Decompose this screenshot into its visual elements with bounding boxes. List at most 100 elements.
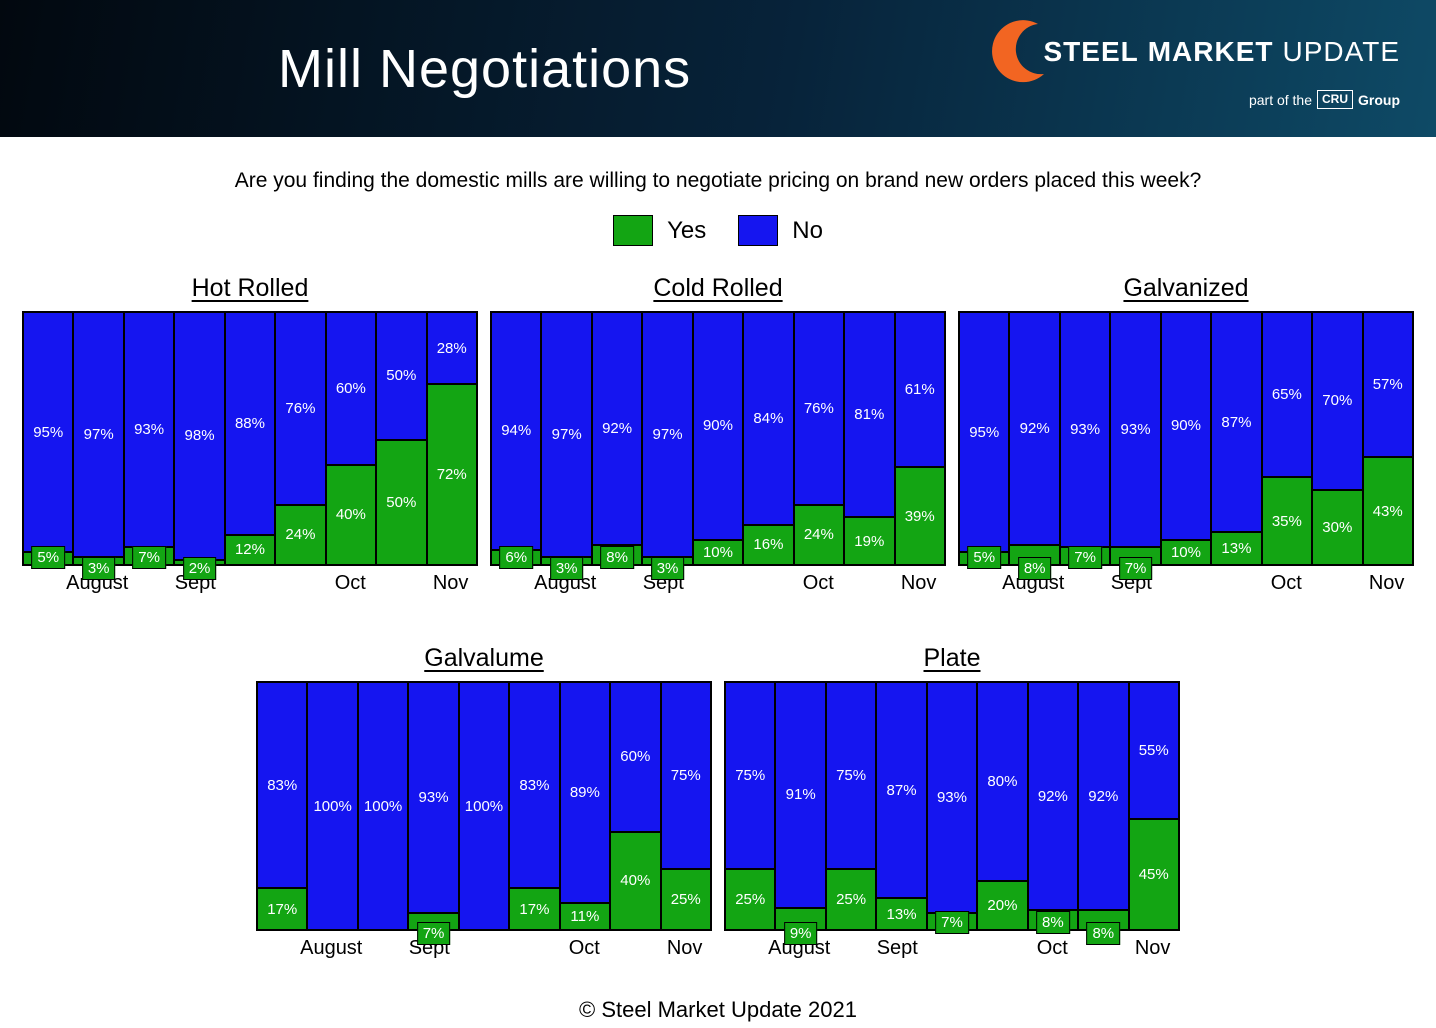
bar-week-3: 92% 8% [592, 313, 644, 569]
bar-week-9: 55% 45% [1129, 683, 1178, 929]
no-value-label: 100% [313, 797, 352, 815]
no-value-label: 92% [602, 419, 633, 437]
x-axis-label-sept: Sept [876, 937, 918, 959]
yes-segment: 72% [427, 383, 476, 564]
no-value-label: 75% [836, 766, 867, 784]
no-value-label: 91% [785, 786, 816, 804]
bar-week-5: 93% 7% [927, 683, 979, 934]
x-axis-label-oct: Oct [568, 937, 600, 959]
bar-week-1: 94% 6% [492, 313, 543, 569]
yes-value-label: 13% [886, 905, 917, 923]
bar-week-9: 75% 25% [661, 683, 710, 929]
chart-title: Galvalume [424, 644, 544, 672]
logo-update-text: UPDATE [1282, 36, 1400, 67]
no-segment: 93% [409, 683, 458, 912]
yes-value-label: 40% [335, 506, 366, 524]
yes-value-label: 25% [735, 890, 766, 908]
no-value-label: 100% [464, 797, 504, 815]
smu-crescent-icon [991, 20, 1044, 83]
yes-segment: 24% [794, 503, 844, 564]
no-value-label: 92% [1019, 419, 1050, 437]
x-axis-label-oct: Oct [1270, 572, 1302, 594]
yes-value-badge: 5% [31, 546, 66, 569]
x-axis-label-nov: Nov [900, 572, 937, 594]
yes-value-badge: 3% [81, 557, 116, 580]
no-segment: 80% [978, 683, 1027, 880]
yes-segment: 19% [845, 516, 894, 564]
no-value-label: 95% [33, 423, 64, 441]
no-segment: 92% [1079, 683, 1128, 910]
bar-week-6: 84% 16% [744, 313, 795, 564]
yes-value-label: 17% [267, 900, 298, 918]
plot-area: 95% 5% 97% 3% 93% 7% 98% 2% 88% 12% 76% 24% 60% 40% 50… [22, 311, 478, 580]
no-segment: 100% [308, 683, 357, 929]
no-segment: 60% [611, 683, 660, 831]
logo-steel-text: STEEL [1043, 36, 1139, 67]
legend-yes-label: Yes [667, 216, 707, 244]
smu-logo-wordmark: STEEL MARKET UPDATE [988, 16, 1401, 88]
no-value-label: 75% [735, 766, 766, 784]
x-axis-label-oct: Oct [1036, 937, 1068, 959]
yes-value-badge: 7% [1118, 557, 1153, 580]
no-segment: 93% [1111, 313, 1160, 547]
yes-value-badge: 7% [935, 911, 969, 934]
no-value-label: 61% [904, 381, 935, 399]
no-segment: 50% [377, 313, 426, 439]
no-segment: 87% [1212, 313, 1261, 532]
yes-value-label: 13% [1221, 540, 1252, 558]
no-segment: 57% [1363, 313, 1412, 457]
question-text: Are you finding the domestic mills are w… [234, 169, 1202, 192]
chart-galvalume: Galvalume 83% 17% 100% 100% 93% 7% 100% 83% 17% 8… [256, 644, 712, 975]
tagline-post-text: Group [1358, 91, 1400, 108]
plot-area: 94% 6% 97% 3% 92% 8% 97% 3% 90% 10% 84% 16% 76% 24% 81… [490, 311, 946, 580]
bar-week-8: 70% 30% [1313, 313, 1364, 564]
chart-title: Galvanized [1123, 274, 1249, 302]
no-value-label: 93% [1070, 421, 1101, 439]
no-value-label: 94% [501, 422, 532, 440]
no-segment: 100% [358, 683, 408, 929]
yes-value-label: 10% [1170, 543, 1201, 561]
yes-value-label: 40% [620, 872, 651, 890]
copyright: © Steel Market Update 2021 [579, 997, 857, 1022]
no-value-label: 93% [418, 788, 449, 806]
no-segment: 97% [74, 313, 123, 557]
no-value-label: 95% [969, 423, 1000, 441]
no-segment: 95% [24, 313, 73, 552]
no-segment: 65% [1262, 313, 1312, 477]
no-segment: 76% [794, 313, 844, 504]
no-segment: 88% [225, 313, 275, 534]
bar-week-2: 97% 3% [542, 313, 593, 580]
yes-value-label: 35% [1271, 512, 1302, 530]
no-value-label: 98% [184, 427, 215, 445]
charts-row-top: Hot Rolled 95% 5% 97% 3% 93% 7% 98% 2% 88% 12% 76%… [0, 274, 1436, 610]
cru-badge: CRU [1317, 90, 1353, 109]
bar-week-4: 87% 13% [877, 683, 928, 929]
bar-week-7: 65% 35% [1262, 313, 1314, 564]
no-value-label: 93% [1120, 421, 1151, 439]
yes-value-badge: 2% [182, 557, 217, 580]
no-segment: 90% [693, 313, 743, 539]
no-segment: 95% [960, 313, 1009, 552]
no-value-label: 90% [1170, 417, 1201, 435]
no-value-label: 81% [854, 406, 885, 424]
yes-segment: 17% [510, 887, 559, 929]
no-value-label: 97% [83, 426, 114, 444]
bar-week-8: 50% 50% [377, 313, 428, 564]
bar-week-8: 60% 40% [611, 683, 662, 929]
no-value-label: 55% [1138, 742, 1169, 760]
no-segment: 92% [1010, 313, 1059, 544]
bar-week-8: 81% 19% [845, 313, 896, 564]
no-segment: 92% [592, 313, 642, 544]
yes-segment: 11% [560, 901, 610, 929]
no-segment: 97% [542, 313, 591, 557]
no-value-label: 92% [1037, 787, 1068, 805]
chart-plate: Plate 75% 25% 91% 9% 75% 25% 87% 13% 93% 7% 80% 20%… [724, 644, 1180, 975]
no-value-label: 88% [234, 414, 265, 432]
no-segment: 98% [175, 313, 224, 559]
bar-week-1: 95% 5% [960, 313, 1011, 569]
yes-value-label: 25% [836, 890, 867, 908]
plot-area: 83% 17% 100% 100% 93% 7% 100% 83% 17% 89% 11% 60% 40… [256, 681, 712, 945]
yes-value-badge: 3% [650, 557, 685, 580]
yes-value-label: 17% [519, 900, 550, 918]
yes-segment: 50% [377, 438, 426, 564]
